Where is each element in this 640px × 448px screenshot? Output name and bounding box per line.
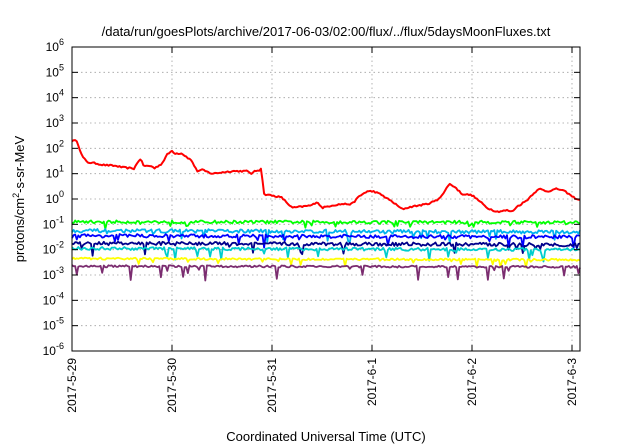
y-tick-base: 10 — [46, 167, 60, 181]
y-tick-label: 10-4 — [43, 290, 64, 307]
series-line — [71, 264, 581, 282]
y-tick-exponent: 3 — [59, 113, 64, 123]
y-tick-base: 10 — [43, 293, 57, 307]
series-line — [71, 246, 581, 263]
y-tick-exponent: 0 — [59, 189, 64, 199]
series-line — [71, 233, 581, 249]
x-tick-label: 2017-5-31 — [265, 358, 279, 413]
grid-lines — [72, 47, 580, 351]
y-tick-base: 10 — [43, 217, 57, 231]
y-tick-base: 10 — [46, 40, 60, 54]
y-tick-label: 10-1 — [43, 214, 64, 231]
y-tick-exponent: -6 — [56, 341, 64, 351]
y-tick-label: 100 — [46, 189, 64, 206]
y-axis-label-suffix: -s-sr-MeV — [12, 135, 27, 192]
y-tick-base: 10 — [43, 319, 57, 333]
chart-title: /data/run/goesPlots/archive/2017-06-03/0… — [102, 24, 551, 39]
data-series — [71, 139, 581, 282]
y-axis-label-prefix: protons/cm — [12, 198, 27, 262]
y-tick-label: 10-5 — [43, 316, 64, 333]
y-tick-label: 10-3 — [43, 265, 64, 282]
y-tick-base: 10 — [43, 243, 57, 257]
y-tick-base: 10 — [46, 91, 60, 105]
y-tick-label: 102 — [46, 138, 64, 155]
y-tick-base: 10 — [46, 116, 60, 130]
x-axis-label: Coordinated Universal Time (UTC) — [226, 429, 425, 444]
y-tick-base: 10 — [46, 65, 60, 79]
series-line — [71, 219, 581, 230]
x-tick-labels: 2017-5-29 2017-5-30 2017-5-31 2017-6-1 2017-… — [65, 358, 579, 413]
x-tick-label: 2017-6-3 — [565, 358, 579, 406]
y-tick-labels: 10-610-510-410-310-210-11001011021031041… — [43, 37, 64, 358]
y-tick-base: 10 — [43, 268, 57, 282]
y-tick-label: 103 — [46, 113, 64, 130]
y-tick-exponent: -1 — [56, 214, 64, 224]
axis-ticks — [71, 46, 580, 352]
y-tick-exponent: -5 — [56, 316, 64, 326]
series-line — [71, 256, 581, 269]
y-axis-label-sup: 2 — [11, 193, 21, 198]
y-tick-exponent: 4 — [59, 88, 64, 98]
y-tick-base: 10 — [46, 141, 60, 155]
y-tick-label: 104 — [46, 88, 64, 105]
y-tick-exponent: 1 — [59, 164, 64, 174]
y-tick-exponent: 5 — [59, 62, 64, 72]
y-tick-exponent: -3 — [56, 265, 64, 275]
y-tick-exponent: -2 — [56, 240, 64, 250]
y-tick-label: 106 — [46, 37, 64, 54]
y-tick-exponent: 2 — [59, 138, 64, 148]
plot-frame — [71, 46, 581, 352]
y-tick-base: 10 — [46, 192, 60, 206]
y-tick-label: 10-2 — [43, 240, 64, 257]
x-tick-label: 2017-5-29 — [65, 358, 79, 413]
x-tick-label: 2017-6-1 — [365, 358, 379, 406]
y-tick-label: 105 — [46, 62, 64, 79]
y-tick-exponent: -4 — [56, 290, 64, 300]
series-line — [71, 240, 581, 257]
y-tick-label: 10-6 — [43, 341, 64, 358]
y-tick-label: 101 — [46, 164, 64, 181]
x-tick-label: 2017-5-30 — [165, 358, 179, 413]
series-line — [71, 139, 581, 214]
y-tick-base: 10 — [43, 344, 57, 358]
x-tick-label: 2017-6-2 — [465, 358, 479, 406]
y-axis-label: protons/cm2-s-sr-MeV — [11, 135, 27, 262]
y-tick-exponent: 6 — [59, 37, 64, 47]
